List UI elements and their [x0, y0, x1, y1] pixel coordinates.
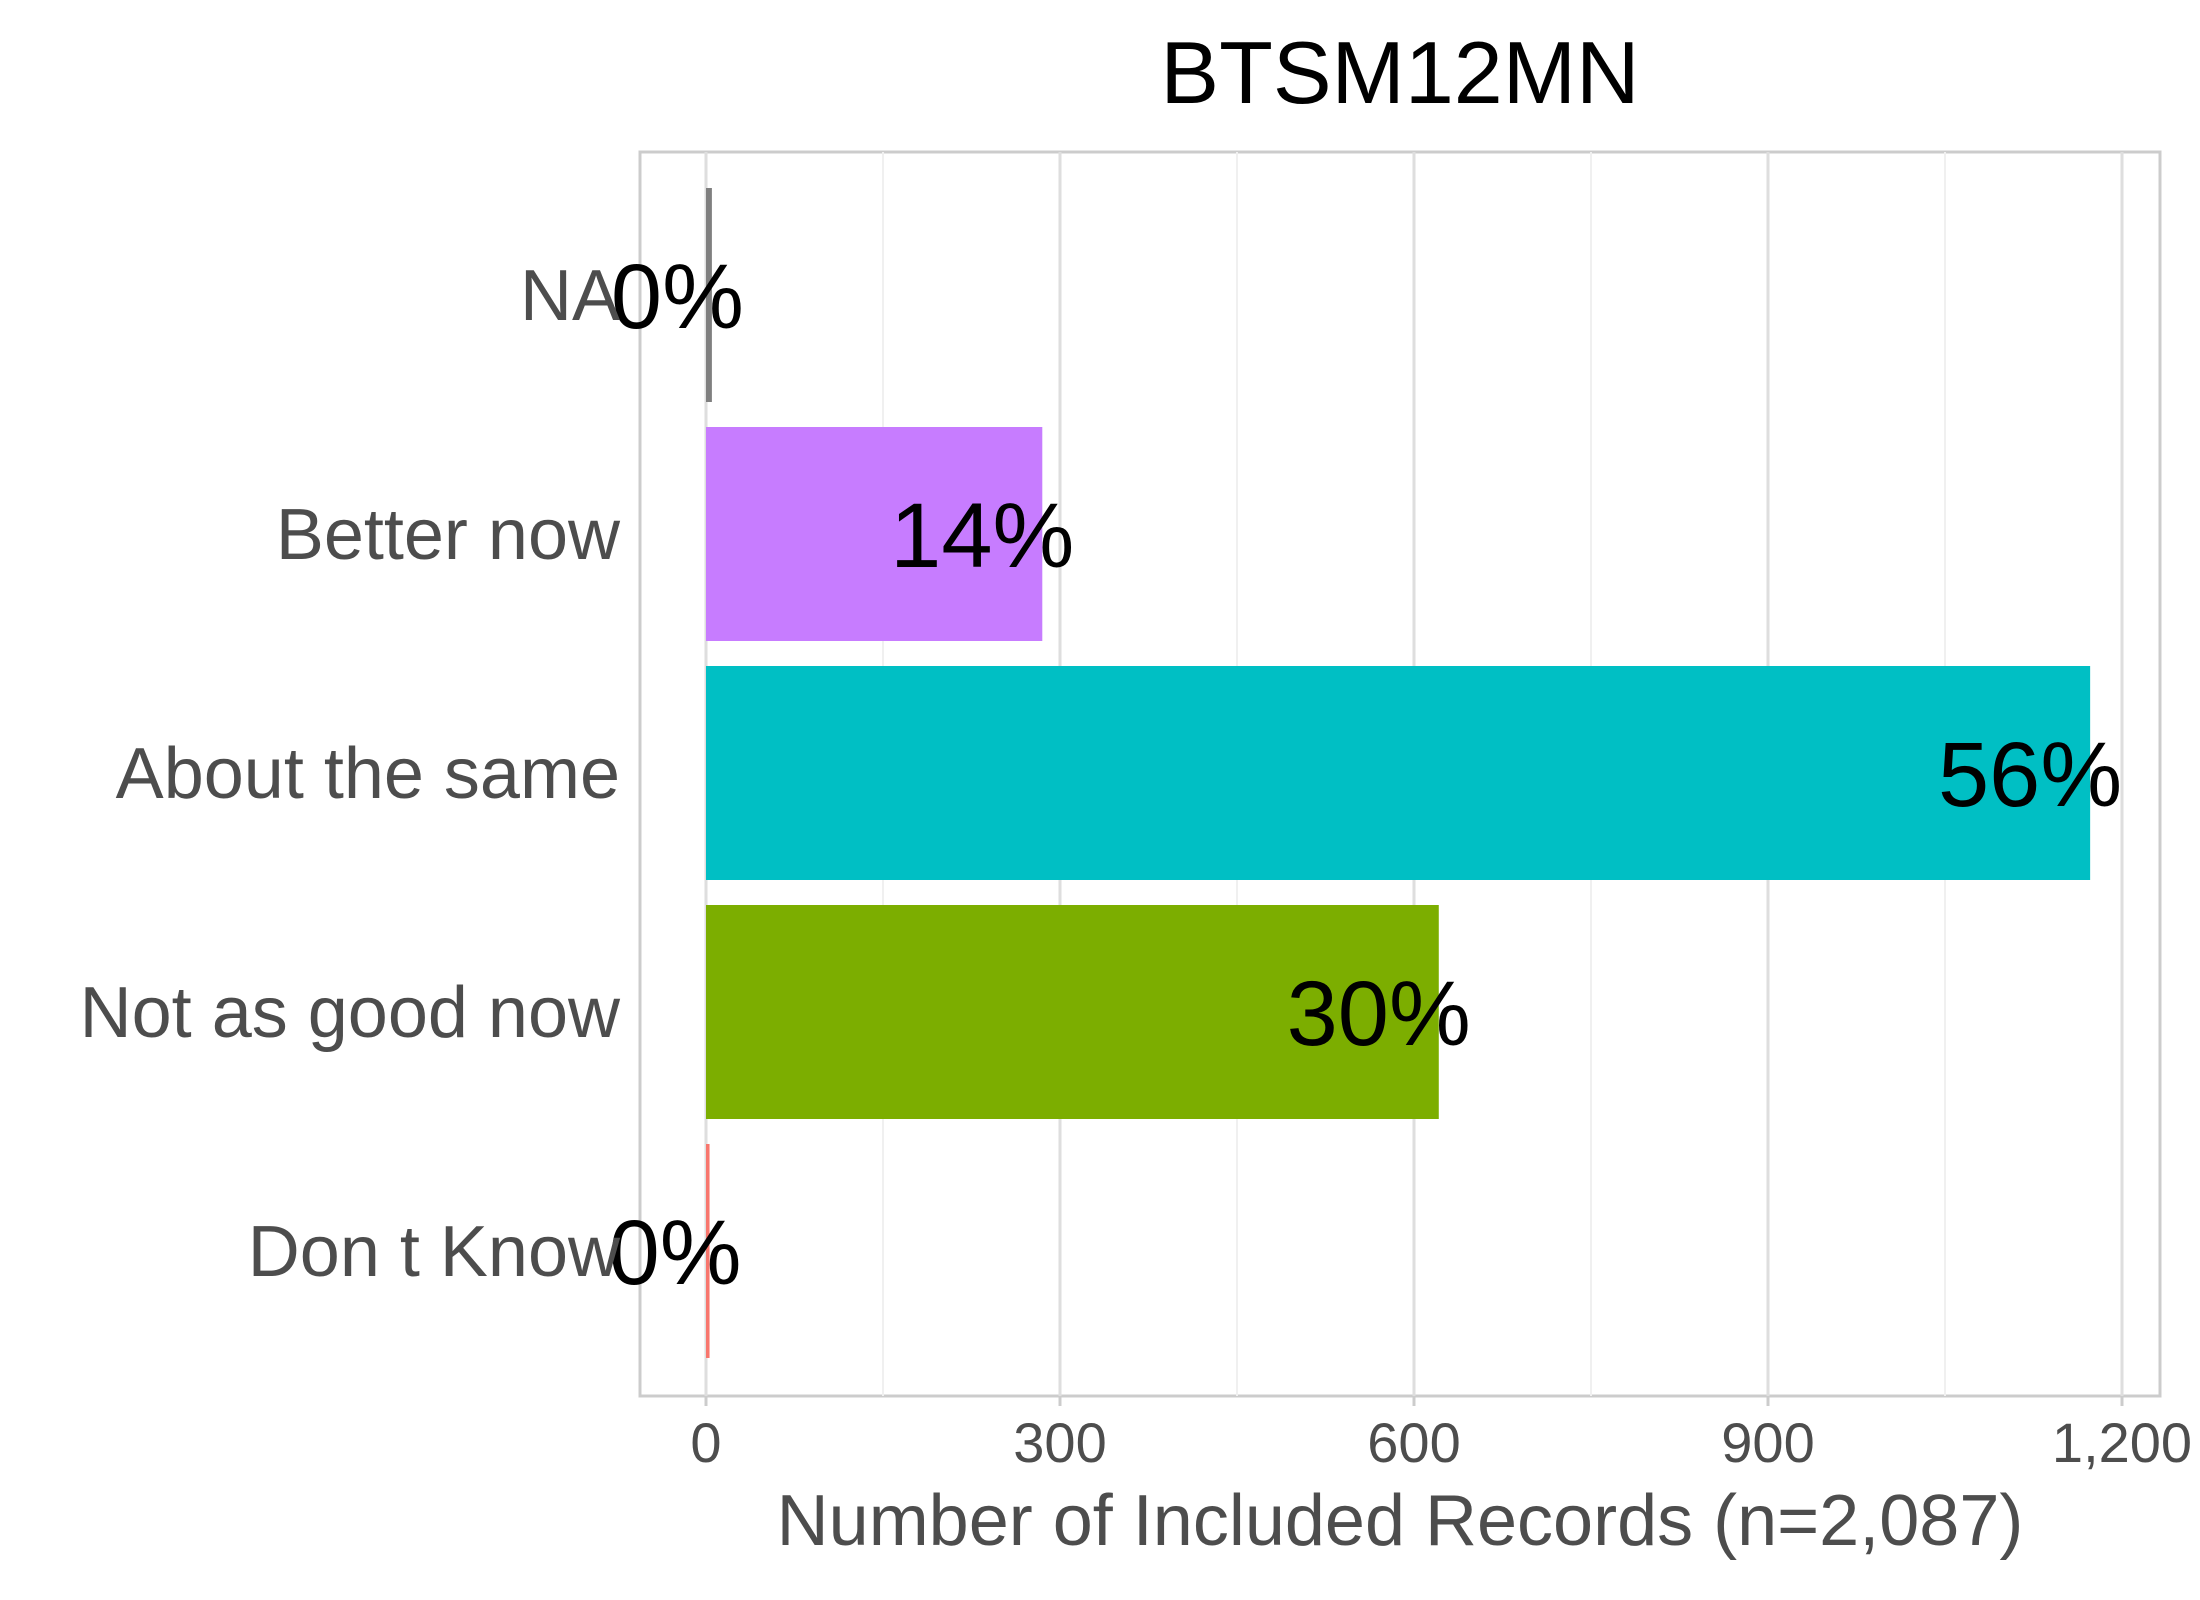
- x-tick-label: 0: [690, 1411, 721, 1474]
- category-label: Not as good now: [80, 973, 621, 1053]
- bar-value-label: 30%: [1287, 963, 1471, 1065]
- bar: [706, 427, 1043, 641]
- bar-value-label: 14%: [890, 485, 1074, 587]
- category-labels: NA Better now About the same Not as good no…: [80, 256, 621, 1292]
- x-tick-label: 600: [1367, 1411, 1460, 1474]
- category-label: Don t Know: [248, 1212, 621, 1292]
- category-label: Better now: [276, 495, 621, 575]
- category-label: About the same: [116, 734, 620, 814]
- bar: [706, 666, 2091, 880]
- chart-title: BTSM12MN: [1160, 23, 1639, 122]
- x-axis-ticks: 0 300 600 900 1,200: [690, 1396, 2192, 1474]
- x-axis-title: Number of Included Records (n=2,087): [777, 1481, 2024, 1561]
- bar: [706, 188, 712, 402]
- category-label: NA: [520, 256, 620, 336]
- x-tick-label: 300: [1013, 1411, 1106, 1474]
- bar: [706, 1144, 710, 1358]
- bar-value-label: 0%: [609, 1202, 742, 1304]
- bar: [706, 905, 1439, 1119]
- x-tick-label: 1,200: [2052, 1411, 2192, 1474]
- bar-value-label: 56%: [1938, 724, 2122, 826]
- x-tick-label: 900: [1721, 1411, 1814, 1474]
- bars: 0% 14% 56% 30% 0%: [609, 188, 2122, 1358]
- bar-value-label: 0%: [611, 246, 744, 348]
